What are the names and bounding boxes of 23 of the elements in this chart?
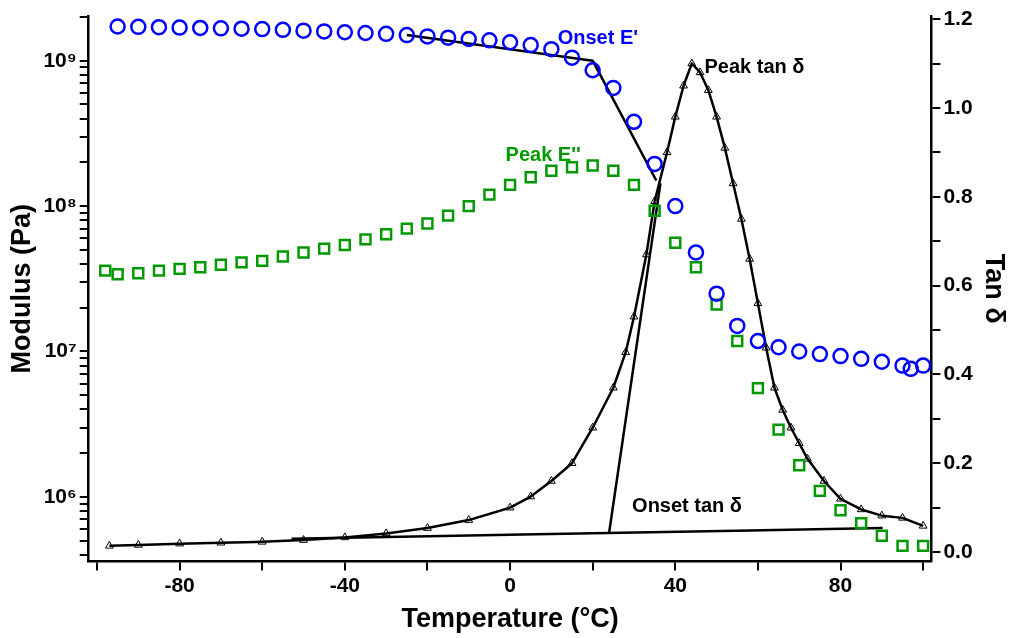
- y2-tick-label: 1.0: [943, 94, 973, 118]
- x-tick-label: 40: [663, 572, 687, 596]
- y2-tick-label: 0.4: [943, 361, 973, 385]
- y-tick-label: 10⁸: [43, 192, 77, 216]
- text: 0.0: [943, 538, 973, 562]
- y2-tick-label: 0.2: [943, 450, 973, 474]
- annotation: Onset tan δ: [632, 494, 742, 517]
- y2-axis-title: Tan δ: [980, 253, 1011, 324]
- x-tick-label: 80: [828, 572, 853, 596]
- x-tick-label: -80: [164, 572, 195, 596]
- x-tick-label: 0: [504, 572, 516, 596]
- x-tick-label: -40: [329, 572, 361, 596]
- y-axis-title: Modulus (Pa): [5, 203, 36, 374]
- annotation: Onset E': [557, 26, 639, 49]
- x-axis-title: Temperature (°C): [401, 603, 619, 634]
- y-tick-label: 10⁷: [44, 338, 77, 362]
- annotation: Peak tan δ: [704, 54, 805, 77]
- y2-tick-label: 1.2: [943, 5, 973, 29]
- y2-tick-label: 0.8: [943, 183, 973, 207]
- y-tick-label: 10⁹: [43, 47, 77, 71]
- y2-tick-label: 0.6: [943, 272, 973, 296]
- annotation: Peak E'': [505, 143, 581, 166]
- y-tick-label: 10⁶: [43, 483, 77, 507]
